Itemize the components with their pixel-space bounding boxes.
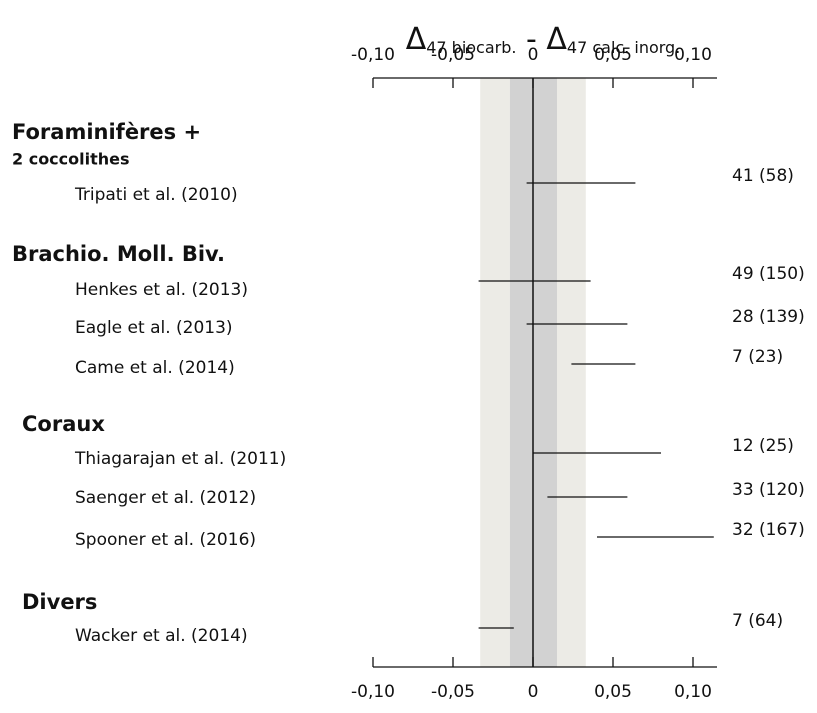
x-tick-label: -0,10 — [351, 45, 395, 65]
x-tick-label: 0,10 — [674, 45, 712, 65]
group-label: Coraux — [22, 412, 105, 436]
count-label: 7 (23) — [732, 347, 783, 367]
x-tick-label: -0,10 — [351, 682, 395, 702]
count-label: 41 (58) — [732, 166, 794, 186]
count-label: 49 (150) — [732, 264, 805, 284]
study-label: Henkes et al. (2013) — [75, 280, 248, 300]
x-tick-label: 0 — [528, 682, 539, 702]
study-label: Tripati et al. (2010) — [74, 185, 238, 205]
x-tick-label: 0 — [528, 45, 539, 65]
study-label: Saenger et al. (2012) — [75, 488, 256, 508]
group-label: Divers — [22, 590, 97, 614]
chart-title: Δ47 biocarb. - Δ47 calc. inorg. — [406, 22, 681, 57]
count-label: 7 (64) — [732, 611, 783, 631]
study-label: Came et al. (2014) — [75, 358, 235, 378]
x-tick-label: 0,05 — [594, 45, 632, 65]
study-label: Eagle et al. (2013) — [75, 318, 233, 338]
x-tick-label: 0,05 — [594, 682, 632, 702]
count-label: 32 (167) — [732, 520, 805, 540]
x-tick-label: 0,10 — [674, 682, 712, 702]
study-label: Spooner et al. (2016) — [75, 530, 256, 550]
x-tick-label: -0,05 — [431, 682, 475, 702]
count-label: 12 (25) — [732, 436, 794, 456]
group-label: Foraminifères + — [12, 120, 201, 144]
group-sublabel: 2 coccolithes — [12, 150, 130, 169]
count-label: 28 (139) — [732, 307, 805, 327]
study-label: Thiagarajan et al. (2011) — [74, 449, 286, 469]
x-tick-label: -0,05 — [431, 45, 475, 65]
study-label: Wacker et al. (2014) — [75, 626, 248, 646]
count-label: 33 (120) — [732, 480, 805, 500]
group-label: Brachio. Moll. Biv. — [12, 242, 225, 266]
